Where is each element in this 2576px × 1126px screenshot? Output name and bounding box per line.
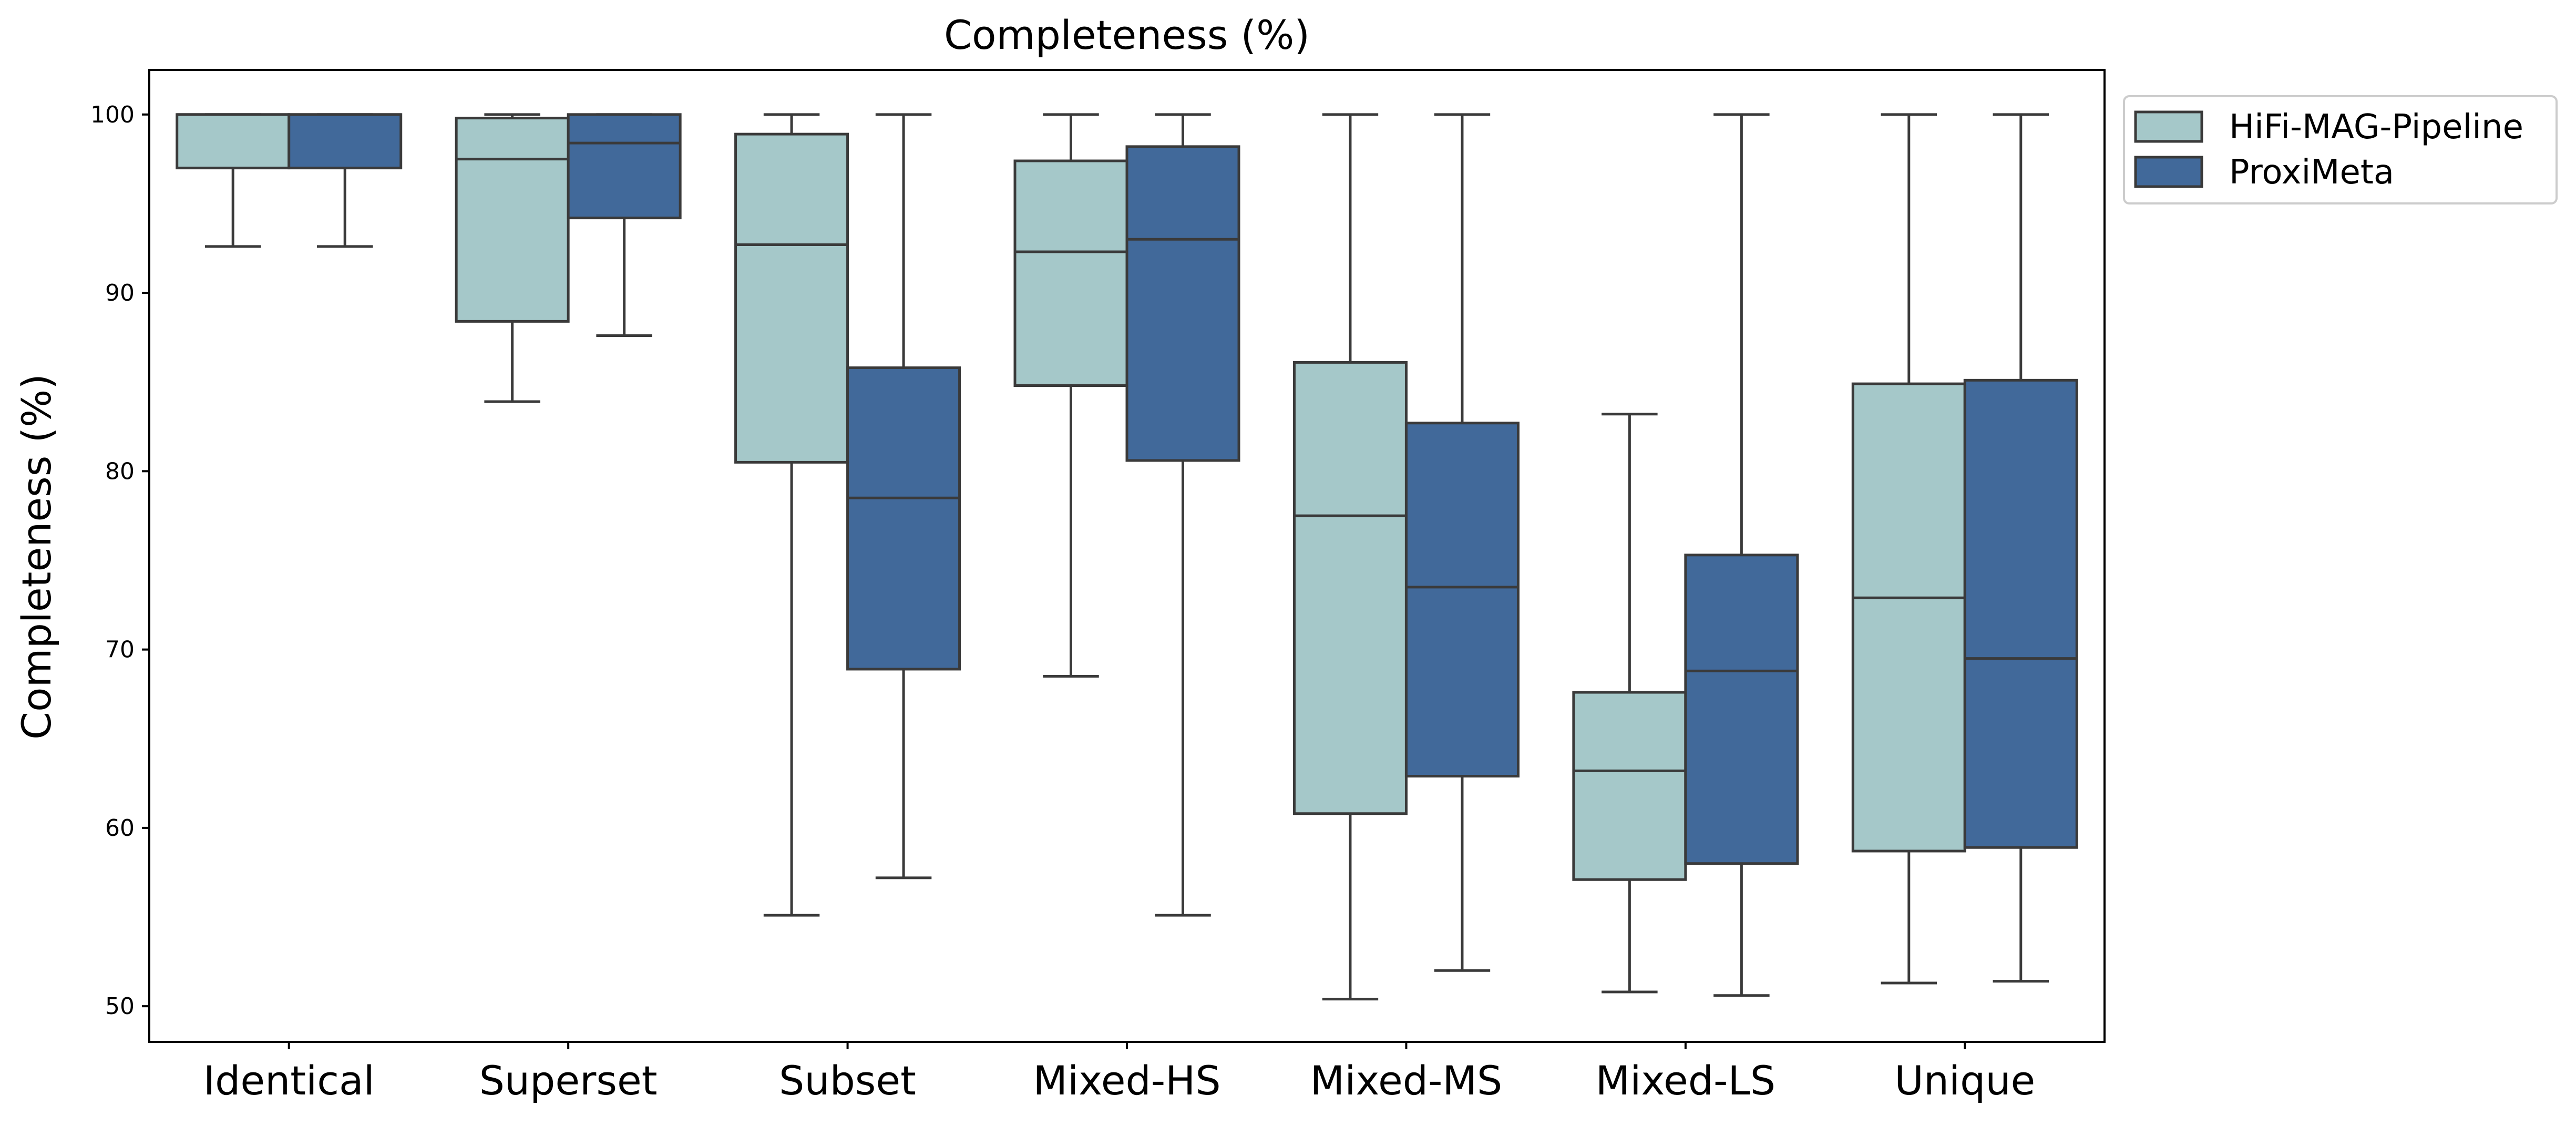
- legend-frame: [2123, 95, 2558, 204]
- y-tick-label: 90: [105, 280, 135, 306]
- legend-label: ProxiMeta: [2229, 153, 2394, 192]
- box-iqr: [846, 366, 961, 671]
- box-hifi-mag-pipeline-mixed-ms: [1292, 113, 1408, 1001]
- y-tick-label: 60: [105, 815, 135, 842]
- y-axis-title: Completeness (%): [13, 374, 60, 740]
- category-label-superset: Superset: [479, 1057, 658, 1104]
- legend-swatch: [2134, 110, 2203, 143]
- box-hifi-mag-pipeline-mixed-hs: [1013, 113, 1128, 678]
- y-tick-label: 70: [105, 637, 135, 663]
- legend-label: HiFi-MAG-Pipeline: [2229, 108, 2523, 147]
- box-proximeta-unique: [1963, 113, 2078, 983]
- box-proximeta-subset: [846, 113, 961, 879]
- box-proximeta-mixed-hs: [1125, 113, 1240, 917]
- y-tick-label: 50: [105, 993, 135, 1020]
- box-iqr: [567, 113, 682, 220]
- box-hifi-mag-pipeline-subset: [734, 113, 849, 917]
- category-label-mixed-hs: Mixed-HS: [1033, 1057, 1220, 1104]
- box-proximeta-mixed-ms: [1404, 113, 1520, 972]
- category-label-mixed-ms: Mixed-MS: [1310, 1057, 1503, 1104]
- box-iqr: [1851, 382, 1966, 853]
- box-iqr: [1572, 691, 1687, 881]
- box-iqr: [1404, 422, 1520, 777]
- box-proximeta-mixed-ls: [1684, 113, 1799, 997]
- box-hifi-mag-pipeline-identical: [176, 113, 291, 248]
- box-hifi-mag-pipeline-unique: [1851, 113, 1966, 985]
- box-hifi-mag-pipeline-superset: [455, 113, 570, 403]
- category-label-identical: Identical: [203, 1057, 375, 1104]
- box-iqr: [1013, 159, 1128, 387]
- axis-layer: 50 60 70 80 90 100 Identical Superset Subset Mixe…: [90, 69, 2106, 1104]
- category-label-mixed-ls: Mixed-LS: [1596, 1057, 1776, 1104]
- box-iqr: [176, 113, 291, 170]
- y-tick-label: 100: [90, 101, 135, 128]
- box-proximeta-superset: [567, 113, 682, 337]
- box-iqr: [1125, 145, 1240, 462]
- box-iqr: [1963, 378, 2078, 849]
- box-iqr: [455, 117, 570, 323]
- legend-swatch: [2134, 156, 2203, 188]
- box-iqr: [1684, 554, 1799, 865]
- box-proximeta-identical: [288, 113, 403, 248]
- box-iqr: [734, 132, 849, 464]
- category-label-unique: Unique: [1894, 1057, 2035, 1104]
- y-tick-label: 80: [105, 458, 135, 485]
- box-iqr: [1292, 361, 1408, 815]
- chart-title: Completeness (%): [944, 12, 1310, 58]
- legend: HiFi-MAG-Pipeline ProxiMeta: [2123, 95, 2558, 204]
- plot-layer: [176, 113, 2078, 1001]
- category-label-subset: Subset: [779, 1057, 916, 1104]
- box-iqr: [288, 113, 403, 170]
- box-hifi-mag-pipeline-mixed-ls: [1572, 413, 1687, 994]
